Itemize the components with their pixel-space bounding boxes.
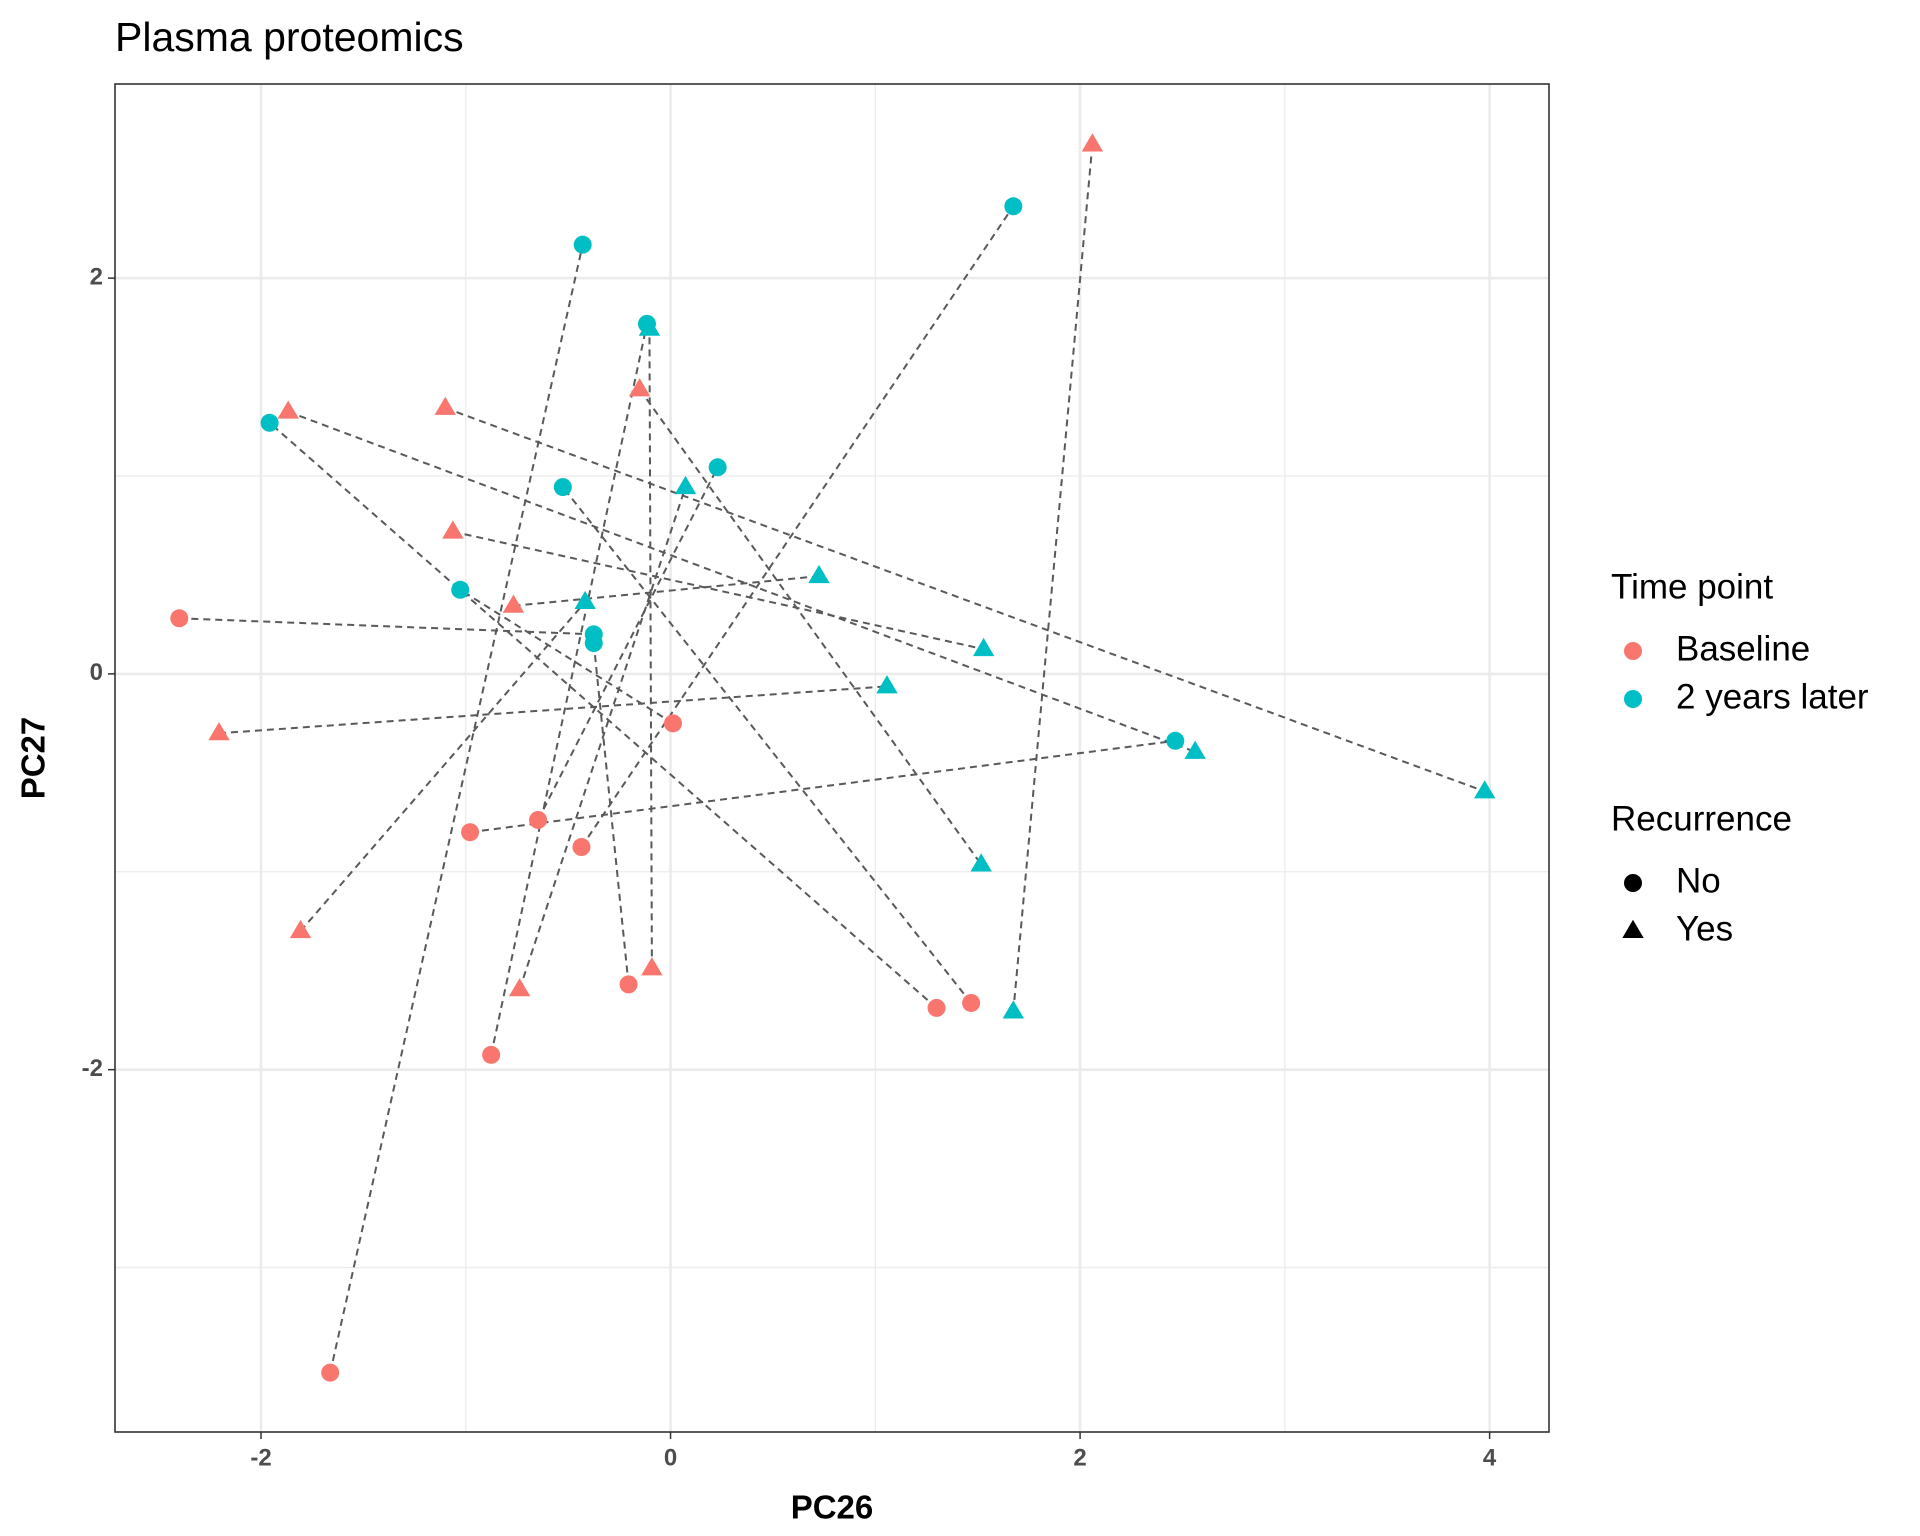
triangle-point	[1184, 740, 1206, 759]
triangle-point	[208, 722, 230, 741]
chart-title: Plasma proteomics	[115, 14, 464, 60]
pair-line	[218, 685, 888, 735]
pair-line	[518, 486, 687, 990]
triangle-point	[638, 317, 661, 336]
circle-point	[170, 609, 189, 628]
circle-point	[553, 478, 572, 497]
triangle-point	[442, 520, 464, 539]
pair-line	[580, 205, 1015, 848]
circle-point	[584, 634, 603, 653]
circle-point	[708, 458, 727, 477]
x-tick-label: 4	[1483, 1444, 1497, 1471]
triangle-point	[876, 675, 898, 694]
triangle-point	[641, 957, 663, 976]
circle-point	[619, 975, 638, 994]
circle-point	[962, 993, 981, 1012]
triangle-point	[1474, 780, 1496, 799]
x-tick-label: 0	[664, 1444, 677, 1471]
x-tick-label: 2	[1073, 1444, 1086, 1471]
pair-line	[638, 388, 982, 866]
circle-point	[482, 1045, 501, 1064]
legend-label: Yes	[1676, 909, 1733, 948]
pair-line	[268, 422, 938, 1009]
circle-point	[529, 810, 548, 829]
pair-line	[648, 328, 653, 969]
y-tick-label: 0	[90, 659, 103, 686]
pair-line	[459, 588, 674, 725]
circle-point	[451, 580, 470, 599]
legend-label: 2 years later	[1676, 677, 1869, 716]
panel-border	[114, 83, 1550, 1433]
circle-point	[663, 714, 682, 733]
legend-title: Time point	[1611, 567, 1773, 606]
legend-title: Recurrence	[1611, 799, 1792, 838]
pair-line	[490, 323, 648, 1056]
circle-point	[321, 1363, 340, 1382]
triangle-point	[289, 919, 312, 939]
triangle-point	[1081, 133, 1104, 152]
triangle-point	[277, 400, 299, 419]
pair-line	[329, 244, 584, 1373]
legend-swatch	[1622, 919, 1644, 938]
triangle-point	[674, 475, 697, 495]
pair-line	[287, 410, 1196, 753]
pair-line	[562, 486, 972, 1004]
pair-line	[444, 407, 1486, 793]
circle-point	[1004, 197, 1023, 216]
circle-point	[1166, 731, 1185, 750]
pair-line	[452, 530, 984, 651]
x-axis-title: PC26	[791, 1489, 874, 1526]
circle-point	[572, 838, 591, 857]
circle-point	[461, 823, 480, 842]
pair-line	[179, 617, 594, 636]
legend-label: No	[1676, 861, 1721, 900]
triangle-point	[808, 564, 830, 584]
y-tick-label: -2	[82, 1055, 103, 1082]
triangle-point	[972, 637, 995, 657]
pair-line	[537, 466, 719, 821]
pair-line	[592, 642, 630, 985]
y-axis-title: PC27	[15, 717, 52, 800]
legend-swatch	[1624, 642, 1642, 660]
legend-swatch	[1624, 690, 1642, 708]
pair-line	[469, 739, 1176, 834]
triangle-point	[434, 396, 456, 415]
triangle-point	[502, 594, 525, 613]
y-tick-label: 2	[90, 263, 103, 290]
legend-label: Baseline	[1676, 629, 1810, 668]
x-tick-label: -2	[250, 1444, 271, 1471]
triangle-point	[1002, 1000, 1025, 1019]
circle-point	[260, 413, 279, 432]
triangle-point	[574, 590, 596, 610]
circle-point	[573, 235, 592, 254]
triangle-point	[508, 978, 531, 997]
triangle-point	[628, 378, 651, 397]
pair-line	[1012, 144, 1094, 1012]
pair-line	[513, 575, 820, 607]
legend-swatch	[1624, 874, 1642, 892]
triangle-point	[970, 853, 992, 872]
pair-line	[299, 601, 586, 932]
circle-point	[927, 998, 946, 1017]
